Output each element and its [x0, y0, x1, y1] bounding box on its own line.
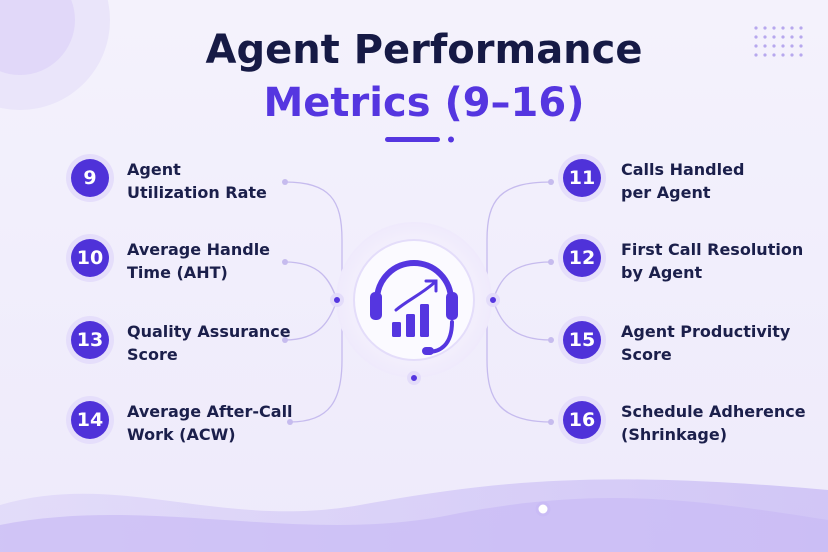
item-label: Quality Assurance [127, 322, 291, 341]
icon-bar [406, 314, 415, 337]
item-label: First Call Resolution [621, 240, 803, 259]
item-label: Agent [127, 160, 181, 179]
dot [781, 35, 785, 39]
badge-number: 14 [77, 409, 103, 431]
badge [71, 239, 109, 277]
items: 9 Agent Utilization Rate 10 Average Handle Ti… [66, 154, 806, 444]
item-label: Score [621, 345, 672, 364]
badge-number: 11 [569, 167, 595, 189]
decor-circle [0, 0, 75, 75]
badge-number: 9 [83, 167, 96, 189]
dot [799, 53, 803, 57]
dot [799, 35, 803, 39]
dot [763, 35, 767, 39]
dot [799, 44, 803, 48]
item-label: Average After-Call [127, 402, 293, 421]
item-label: Average Handle [127, 240, 270, 259]
dot [772, 53, 776, 57]
connectors [284, 181, 552, 423]
badge [563, 159, 601, 197]
icon-bar [420, 304, 429, 337]
dot [772, 35, 776, 39]
badge [71, 321, 109, 359]
badge [71, 401, 109, 439]
dot-grid [754, 26, 803, 57]
connector-dot [548, 179, 554, 185]
dot [781, 26, 785, 30]
item-label: Work (ACW) [127, 425, 236, 444]
dot [799, 26, 803, 30]
dot [763, 44, 767, 48]
badge-number: 15 [569, 329, 595, 351]
badge-number: 10 [77, 247, 103, 269]
item-label: Schedule Adherence [621, 402, 806, 421]
wave [0, 498, 828, 552]
hub-dot [407, 371, 421, 385]
hub [353, 239, 475, 361]
headset-icon [370, 260, 458, 355]
title: Agent Performance [205, 27, 642, 73]
badge-number: 12 [569, 247, 595, 269]
connector-dot [548, 337, 554, 343]
item-label: Utilization Rate [127, 183, 267, 202]
dot [772, 26, 776, 30]
item-label: Score [127, 345, 178, 364]
dot [754, 53, 758, 57]
dot [790, 53, 794, 57]
dot [754, 35, 758, 39]
subtitle: Metrics (9–16) [264, 80, 585, 126]
dot [781, 53, 785, 57]
underline [385, 137, 440, 142]
badge [71, 159, 109, 197]
item-label: by Agent [621, 263, 703, 282]
dot [754, 26, 758, 30]
wave-dot [535, 501, 551, 517]
dot [790, 26, 794, 30]
dot [781, 44, 785, 48]
connector-dot [282, 337, 288, 343]
badge [563, 239, 601, 277]
dot [763, 53, 767, 57]
connector-dot [282, 259, 288, 265]
connector-dot [287, 419, 293, 425]
item-label: Agent Productivity [621, 322, 791, 341]
item-label: (Shrinkage) [621, 425, 727, 444]
item-label: per Agent [621, 183, 711, 202]
dot [772, 44, 776, 48]
badge [563, 401, 601, 439]
connector-dot [548, 419, 554, 425]
dot [790, 44, 794, 48]
hub-dot [330, 293, 344, 307]
dot [754, 44, 758, 48]
badge [563, 321, 601, 359]
dot [790, 35, 794, 39]
item-label: Calls Handled [621, 160, 744, 179]
dot [763, 26, 767, 30]
underline-dot [448, 136, 454, 143]
icon-bar [392, 322, 401, 337]
connector-dot [548, 259, 554, 265]
connector-dot [282, 179, 288, 185]
badge-number: 16 [569, 409, 595, 431]
badge-number: 13 [77, 329, 103, 351]
item-label: Time (AHT) [127, 263, 228, 282]
hub-dot [486, 293, 500, 307]
